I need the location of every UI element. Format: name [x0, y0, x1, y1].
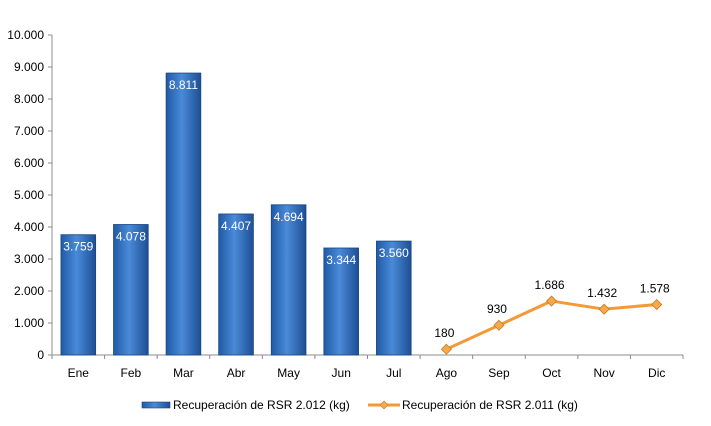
y-tick-label: 1.000: [14, 316, 44, 330]
y-tick-label: 3.000: [14, 252, 44, 266]
y-tick-label: 4.000: [14, 220, 44, 234]
axes: 0 1.000 2.000 3.000 4.000 5.000 6.000 7.000 8.00…: [7, 28, 684, 380]
bar: [270, 204, 307, 356]
y-tick-label: 9.000: [14, 60, 44, 74]
line-series: [440, 295, 663, 355]
x-tick-label: Feb: [121, 366, 142, 380]
x-tick-label: Oct: [542, 366, 561, 380]
bar-value-label: 4.694: [274, 210, 304, 224]
line-point-marker: [598, 303, 610, 315]
line-point-marker: [440, 343, 452, 355]
legend-label: Recuperación de RSR 2.011 (kg): [402, 398, 578, 412]
y-tick-label: 5.000: [14, 188, 44, 202]
bar: [323, 247, 359, 356]
bar: [218, 213, 254, 356]
bar-value-label: 3.759: [63, 240, 93, 254]
line-value-label: 180: [434, 326, 454, 340]
legend-line-marker: [379, 400, 389, 410]
y-tick-label: 2.000: [14, 284, 44, 298]
bar: [165, 72, 202, 356]
bar-value-label: 4.407: [221, 219, 251, 233]
y-tick-label: 0: [37, 348, 44, 362]
line-point-marker: [545, 295, 558, 307]
x-tick-label: Nov: [593, 366, 614, 380]
line-value-label: 1.686: [535, 278, 565, 292]
x-tick-label: Abr: [227, 366, 246, 380]
series-line: [445, 299, 657, 351]
x-tick-label: May: [277, 366, 300, 380]
legend: Recuperación de RSR 2.012 (kg) Recuperaci…: [141, 398, 578, 412]
legend-bar-swatch: [141, 401, 171, 409]
y-tick-label: 6.000: [14, 156, 44, 170]
legend-label: Recuperación de RSR 2.012 (kg): [173, 398, 350, 412]
bar: [60, 234, 97, 356]
bar-value-label: 3.344: [326, 253, 356, 267]
bar-value-label: 4.078: [116, 230, 146, 244]
x-tick-label: Ene: [68, 366, 90, 380]
data-labels: 3.759 4.078 8.811 4.407 4.694 3.344 3.560 180 93…: [63, 78, 670, 340]
line-value-label: 930: [487, 302, 507, 316]
bar-series: [60, 72, 412, 356]
x-tick-label: Ago: [436, 366, 458, 380]
line-point-marker: [651, 298, 663, 311]
bar: [113, 224, 149, 356]
y-tick-label: 8.000: [14, 92, 44, 106]
x-tick-label: Jul: [386, 366, 401, 380]
y-tick-label: 7.000: [14, 124, 44, 138]
bar-value-label: 8.811: [169, 78, 198, 92]
line-point-marker: [493, 319, 505, 331]
line-value-label: 1.578: [640, 282, 670, 296]
x-tick-label: Jun: [332, 366, 351, 380]
x-tick-label: Mar: [173, 366, 194, 380]
bar: [376, 240, 412, 356]
y-tick-label: 10.000: [7, 28, 44, 42]
x-tick-label: Dic: [648, 366, 665, 380]
line-value-label: 1.432: [587, 286, 617, 300]
bar-value-label: 3.560: [379, 246, 409, 260]
x-tick-label: Sep: [488, 366, 510, 380]
